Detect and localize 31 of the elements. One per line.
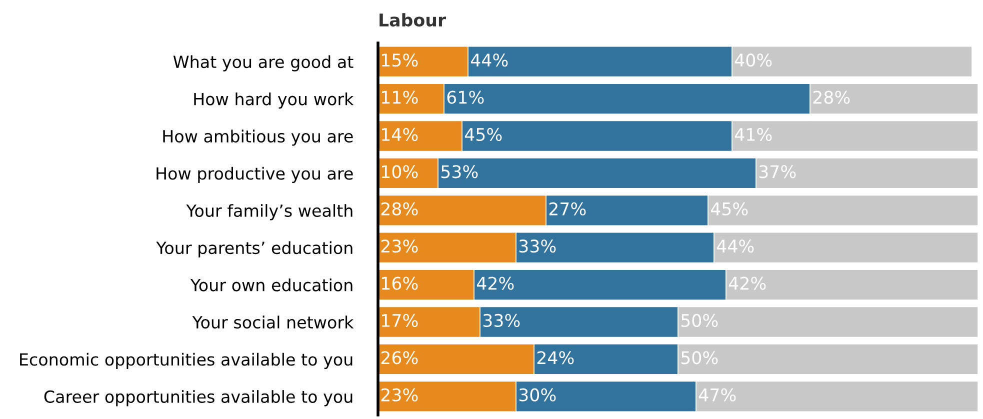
y-tick-label: How ambitious you are [163, 130, 353, 146]
data-label: 44% [470, 54, 508, 67]
data-label: 23% [381, 388, 418, 402]
data-label: 27% [549, 202, 586, 216]
y-tick-label: What you are good at [173, 55, 354, 72]
y-tick-label: How hard you work [194, 92, 354, 109]
data-label: 45% [464, 128, 502, 142]
data-label: 11% [382, 90, 418, 104]
y-tick-label: Your family’s wealth [186, 204, 352, 220]
chart-title: Labour [380, 13, 446, 27]
y-tick-label: Economic opportunities available to you [20, 352, 352, 369]
data-label: 30% [519, 388, 556, 402]
data-label: 33% [519, 240, 556, 253]
y-tick-label: Career opportunities available to you [44, 390, 352, 406]
y-tick-label: How productive you are [156, 166, 353, 183]
data-label: 53% [441, 165, 478, 178]
data-label: 14% [382, 128, 418, 142]
y-tick-label: Your social network [192, 316, 354, 329]
data-label: 16% [382, 276, 418, 290]
data-label: 28% [381, 202, 418, 216]
data-label: 42% [476, 276, 514, 290]
data-label: 17% [382, 314, 418, 328]
data-label: 23% [381, 240, 418, 253]
data-label: 61% [447, 90, 484, 104]
data-label: 10% [382, 165, 418, 178]
data-label: 33% [483, 314, 520, 328]
y-tick-label: Your own education [190, 278, 352, 292]
data-label: 15% [382, 54, 418, 67]
data-label: 26% [381, 351, 418, 364]
y-tick-label: Your parents’ education [156, 241, 352, 258]
data-label: 24% [537, 351, 574, 364]
